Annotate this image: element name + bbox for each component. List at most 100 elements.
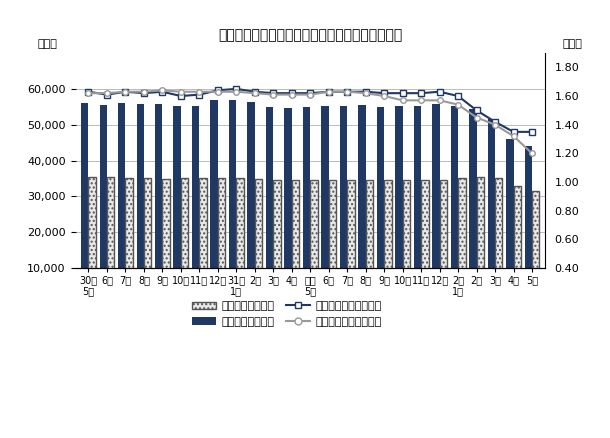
- 有効求人倍率（茨城）: [381, 91, 388, 96]
- Bar: [229, 100, 236, 304]
- Text: （人）: （人）: [38, 39, 58, 49]
- 有効求人倍率（茨城）: [473, 108, 480, 113]
- Bar: [88, 177, 96, 304]
- 有効求人倍率（茨城）: [232, 86, 240, 92]
- 有効求人倍率（茨城）: [417, 91, 425, 96]
- Bar: [173, 106, 181, 304]
- Bar: [525, 146, 532, 304]
- 有効求人倍率（全国）: [307, 92, 314, 97]
- 有効求人倍率（全国）: [251, 91, 259, 96]
- 有効求人倍率（全国）: [492, 122, 499, 127]
- 有効求人倍率（全国）: [196, 89, 203, 94]
- 有効求人倍率（茨城）: [399, 91, 406, 96]
- Bar: [137, 104, 144, 304]
- Bar: [81, 103, 88, 304]
- 有効求人倍率（茨城）: [528, 129, 536, 134]
- Bar: [144, 178, 151, 304]
- 有効求人倍率（茨城）: [214, 88, 221, 93]
- 有効求人倍率（全国）: [417, 98, 425, 103]
- 有効求人倍率（茨城）: [307, 91, 314, 96]
- Bar: [255, 179, 262, 304]
- 有効求人倍率（全国）: [122, 89, 129, 94]
- Bar: [181, 178, 188, 304]
- Bar: [347, 180, 354, 304]
- Bar: [266, 107, 273, 304]
- Bar: [440, 180, 447, 304]
- Text: （倍）: （倍）: [562, 39, 583, 49]
- Bar: [458, 178, 465, 304]
- 有効求人倍率（茨城）: [103, 92, 110, 97]
- 有効求人倍率（茨城）: [159, 89, 166, 94]
- Line: 有効求人倍率（茨城）: 有効求人倍率（茨城）: [86, 86, 535, 134]
- Bar: [210, 100, 218, 304]
- 有効求人倍率（全国）: [528, 151, 536, 156]
- Bar: [284, 108, 292, 304]
- 有効求人倍率（茨城）: [196, 92, 203, 97]
- 有効求人倍率（茨城）: [436, 89, 443, 94]
- 有効求人倍率（全国）: [325, 89, 332, 94]
- Bar: [514, 186, 521, 304]
- 有効求人倍率（茨城）: [454, 93, 462, 99]
- 有効求人倍率（全国）: [232, 89, 240, 94]
- Bar: [366, 180, 373, 304]
- Line: 有効求人倍率（全国）: 有効求人倍率（全国）: [86, 88, 535, 156]
- 有効求人倍率（全国）: [288, 92, 295, 97]
- Bar: [199, 178, 207, 304]
- Bar: [292, 180, 299, 304]
- 有効求人倍率（全国）: [436, 98, 443, 103]
- Bar: [192, 106, 199, 304]
- 有効求人倍率（全国）: [140, 89, 148, 94]
- Bar: [107, 177, 114, 304]
- 有効求人倍率（全国）: [362, 91, 370, 96]
- 有効求人倍率（全国）: [381, 93, 388, 99]
- 有効求人倍率（全国）: [454, 102, 462, 107]
- Bar: [273, 180, 281, 304]
- Bar: [303, 107, 310, 304]
- Bar: [421, 180, 429, 304]
- Bar: [248, 102, 255, 304]
- 有効求人倍率（全国）: [103, 91, 110, 96]
- Bar: [451, 106, 458, 304]
- Bar: [126, 178, 133, 304]
- Bar: [218, 178, 225, 304]
- 有効求人倍率（全国）: [510, 134, 517, 139]
- 有効求人倍率（全国）: [85, 91, 92, 96]
- Legend: 有効求職（茨城）, 有効求人（茨城）, 有効求人倍率（茨城）, 有効求人倍率（全国）: 有効求職（茨城）, 有効求人（茨城）, 有効求人倍率（茨城）, 有効求人倍率（全…: [187, 297, 386, 331]
- Bar: [487, 119, 495, 304]
- 有効求人倍率（全国）: [270, 92, 277, 97]
- Bar: [358, 105, 366, 304]
- Bar: [469, 109, 476, 304]
- 有効求人倍率（茨城）: [288, 91, 295, 96]
- 有効求人倍率（全国）: [343, 89, 351, 94]
- 有効求人倍率（全国）: [159, 88, 166, 93]
- 有効求人倍率（茨城）: [343, 89, 351, 94]
- 有効求人倍率（茨城）: [140, 91, 148, 96]
- 有効求人倍率（茨城）: [270, 91, 277, 96]
- 有効求人倍率（全国）: [399, 98, 406, 103]
- 有効求人倍率（茨城）: [251, 89, 259, 94]
- Bar: [310, 180, 318, 304]
- 有効求人倍率（茨城）: [122, 89, 129, 94]
- 有効求人倍率（茨城）: [492, 119, 499, 124]
- Bar: [395, 106, 403, 304]
- 有効求人倍率（全国）: [473, 115, 480, 120]
- Bar: [236, 178, 244, 304]
- Bar: [118, 103, 126, 304]
- 有効求人倍率（茨城）: [85, 89, 92, 94]
- Bar: [99, 105, 107, 304]
- Bar: [432, 104, 440, 304]
- Bar: [476, 177, 484, 304]
- Bar: [532, 191, 539, 304]
- 有効求人倍率（茨城）: [510, 129, 517, 134]
- Bar: [384, 180, 392, 304]
- 有効求人倍率（茨城）: [325, 89, 332, 94]
- Bar: [414, 106, 421, 304]
- Bar: [340, 106, 347, 304]
- 有効求人倍率（全国）: [214, 89, 221, 94]
- Title: 有効求人倍率、求人・求職の推移（季節調整値）: 有効求人倍率、求人・求職の推移（季節調整値）: [218, 28, 403, 42]
- Bar: [162, 179, 170, 304]
- 有効求人倍率（茨城）: [362, 89, 370, 94]
- Bar: [155, 104, 162, 304]
- Bar: [495, 178, 503, 304]
- Bar: [329, 180, 336, 304]
